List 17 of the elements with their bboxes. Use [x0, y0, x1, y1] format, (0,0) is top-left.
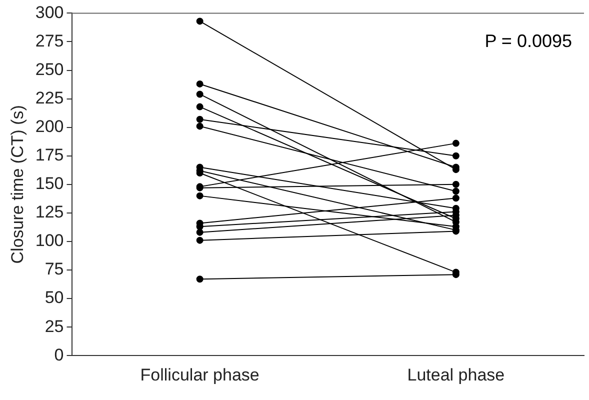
y-tick-label: 300: [35, 2, 64, 22]
y-tick-label: 275: [35, 31, 64, 50]
y-tick-label: 50: [44, 288, 64, 308]
y-tick-label: 75: [44, 260, 64, 279]
y-tick-label: 175: [35, 146, 64, 165]
annotation: P = 0.0095: [484, 31, 572, 52]
y-axis-title: Closure time (CT) (s): [8, 105, 27, 264]
y-tick-label: 150: [35, 174, 64, 194]
x-tick-label: Luteal phase: [407, 365, 505, 384]
y-tick-label: 200: [35, 117, 64, 136]
y-tick-label: 25: [44, 316, 64, 336]
y-tick-label: 250: [35, 60, 64, 79]
y-tick-label: 125: [35, 202, 64, 222]
y-tick-label: 100: [35, 231, 64, 250]
y-tick-label: 0: [54, 345, 64, 364]
y-tick-label: 225: [35, 88, 64, 108]
x-tick-label: Follicular phase: [140, 365, 260, 384]
